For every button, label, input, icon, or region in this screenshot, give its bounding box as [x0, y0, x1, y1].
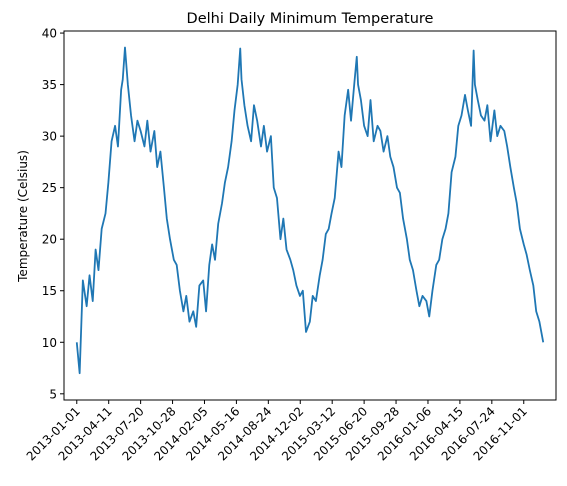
y-axis-label: Temperature (Celsius): [16, 150, 30, 283]
y-tick-label: 20: [42, 233, 57, 247]
plot-frame: [63, 30, 557, 401]
y-tick-label: 40: [42, 27, 57, 41]
y-tick-label: 5: [49, 387, 57, 401]
y-tick-label: 25: [42, 181, 57, 195]
y-tick-label: 30: [42, 130, 57, 144]
y-tick-label: 35: [42, 78, 57, 92]
y-axis-ticks: 5 10 15 20 25 30 35 40: [42, 27, 64, 401]
y-tick-label: 10: [42, 336, 57, 350]
y-tick-label: 15: [42, 284, 57, 298]
temperature-series-line: [75, 46, 545, 375]
chart-title: Delhi Daily Minimum Temperature: [187, 11, 434, 27]
